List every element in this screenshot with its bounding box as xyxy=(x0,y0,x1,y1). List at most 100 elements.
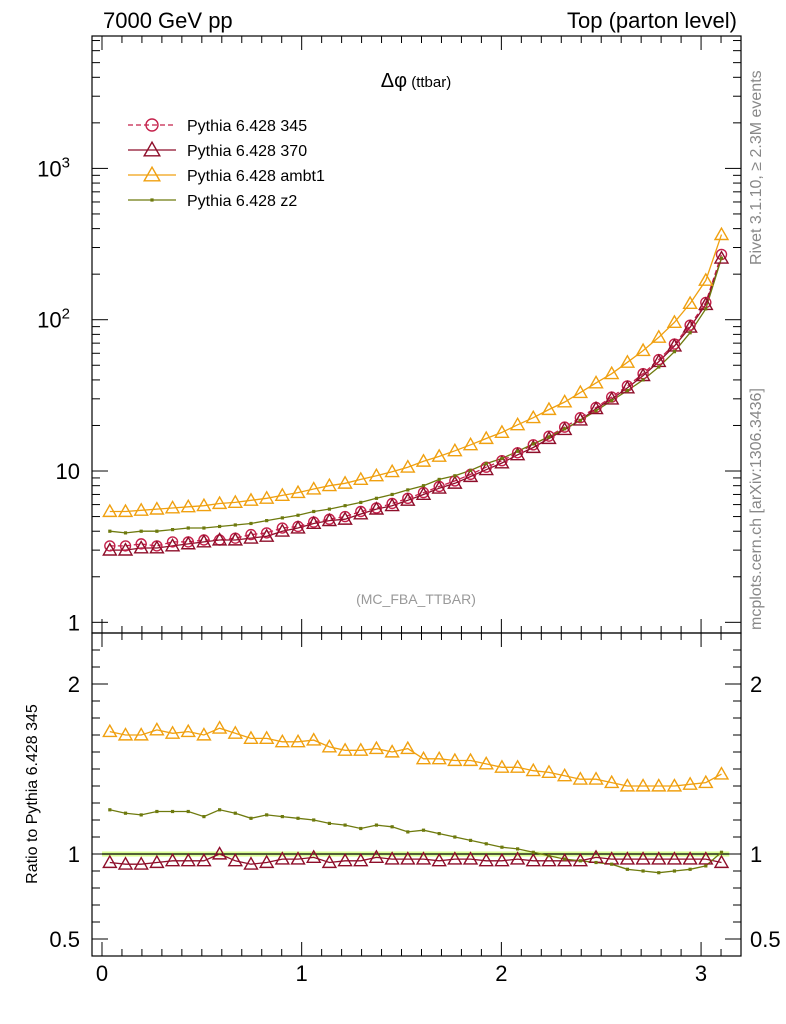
data-point-triangle xyxy=(682,295,698,310)
data-point-triangle xyxy=(180,723,196,738)
data-point-triangle xyxy=(541,852,557,867)
data-point-triangle xyxy=(258,528,275,542)
data-point-dot xyxy=(657,871,661,875)
data-point-dot xyxy=(343,823,347,827)
plot-title: Δφ (ttbar) xyxy=(381,70,452,92)
lower-series-lines xyxy=(101,727,730,874)
data-point-dot xyxy=(563,857,567,861)
data-point-triangle xyxy=(102,723,118,738)
data-point-dot xyxy=(468,838,473,842)
rivet-side-label: Rivet 3.1.10, ≥ 2.3M events xyxy=(748,70,765,265)
data-point-dot xyxy=(327,507,331,511)
data-point-circle xyxy=(145,118,159,132)
legend-entry-label: Pythia 6.428 ambt1 xyxy=(187,168,325,185)
data-point-triangle xyxy=(494,424,510,438)
data-point-dot xyxy=(547,854,551,858)
data-point-dot xyxy=(437,832,441,836)
data-point-triangle xyxy=(321,477,338,492)
data-point-triangle xyxy=(337,742,353,756)
data-point-triangle xyxy=(651,329,667,343)
series-line xyxy=(109,853,722,865)
series-line xyxy=(109,257,723,551)
analysis-label: (MC_FBA_TTBAR) xyxy=(356,591,476,607)
data-point-dot xyxy=(406,830,410,834)
ratio-axis-label: Ratio to Pythia 6.428 345 xyxy=(24,704,41,884)
data-point-triangle xyxy=(447,442,463,457)
data-point-triangle xyxy=(556,421,573,436)
data-point-triangle xyxy=(494,759,510,773)
data-point-triangle xyxy=(509,851,526,865)
data-point-triangle xyxy=(353,852,369,867)
data-point-dot xyxy=(374,496,379,500)
data-point-triangle xyxy=(227,494,244,509)
data-point-triangle xyxy=(713,854,730,869)
y-tick-label: 103 xyxy=(37,154,70,181)
data-point-dot xyxy=(672,350,677,354)
data-point-dot xyxy=(610,862,614,866)
data-point-triangle xyxy=(102,854,118,869)
mcplots-side-label: mcplots.cern.ch [arXiv:1306.3436] xyxy=(748,388,765,630)
data-point-dot xyxy=(296,816,300,820)
data-point-triangle xyxy=(149,501,165,515)
data-point-triangle xyxy=(478,852,494,867)
data-point-triangle xyxy=(400,459,416,473)
data-point-dot xyxy=(484,461,488,466)
data-point-triangle xyxy=(321,512,338,527)
data-point-dot xyxy=(265,813,269,817)
data-point-triangle xyxy=(603,391,620,405)
data-point-dot xyxy=(155,809,159,814)
data-point-triangle xyxy=(400,740,416,755)
data-point-triangle xyxy=(243,492,259,506)
data-point-triangle xyxy=(243,530,259,544)
ratio-tick-label: 1 xyxy=(68,842,80,867)
header-right-label: Top (parton level) xyxy=(567,8,737,33)
data-point-dot xyxy=(280,815,284,819)
data-point-dot xyxy=(343,504,347,508)
data-point-circle xyxy=(119,540,132,552)
data-point-triangle xyxy=(698,774,714,789)
data-point-dot xyxy=(202,526,206,530)
data-point-dot xyxy=(516,847,520,851)
lower-series-markers xyxy=(102,720,730,875)
data-point-dot xyxy=(657,365,661,369)
data-point-triangle xyxy=(556,767,573,782)
data-point-triangle xyxy=(651,778,667,792)
data-point-triangle xyxy=(258,730,275,744)
data-point-triangle xyxy=(462,752,479,767)
data-point-triangle xyxy=(337,475,353,489)
data-point-triangle xyxy=(384,851,400,865)
data-point-triangle xyxy=(274,487,291,501)
data-point-triangle xyxy=(431,852,447,867)
data-point-triangle xyxy=(368,849,385,863)
data-point-triangle xyxy=(133,856,149,870)
data-point-triangle xyxy=(462,436,479,451)
data-point-triangle xyxy=(290,520,306,534)
data-point-triangle xyxy=(164,500,181,514)
y-tick-label: 10 xyxy=(56,459,80,484)
data-point-dot xyxy=(249,816,253,820)
data-point-triangle xyxy=(415,453,432,467)
data-point-triangle xyxy=(635,851,651,865)
upper-series-markers xyxy=(102,226,730,556)
plot-title-suffix: (ttbar) xyxy=(407,74,451,91)
data-point-dot xyxy=(249,521,253,526)
data-point-dot xyxy=(719,256,724,260)
legend-entry-label: Pythia 6.428 345 xyxy=(187,118,307,135)
data-point-triangle xyxy=(243,856,259,870)
data-point-triangle xyxy=(149,854,165,869)
data-point-triangle xyxy=(196,497,212,512)
data-point-dot xyxy=(468,468,473,472)
data-point-triangle xyxy=(243,730,259,744)
data-point-dot xyxy=(108,529,112,533)
data-point-dot xyxy=(123,531,128,535)
plot-title-symbol: Δφ xyxy=(381,70,407,92)
data-point-triangle xyxy=(431,448,447,462)
data-point-triangle xyxy=(211,495,228,510)
data-point-dot xyxy=(170,809,175,814)
data-point-circle xyxy=(276,522,289,534)
data-point-dot xyxy=(359,500,363,505)
data-point-triangle xyxy=(142,140,162,157)
y-tick-label: 102 xyxy=(37,306,70,333)
data-point-dot xyxy=(186,526,190,530)
data-point-triangle xyxy=(666,778,683,792)
